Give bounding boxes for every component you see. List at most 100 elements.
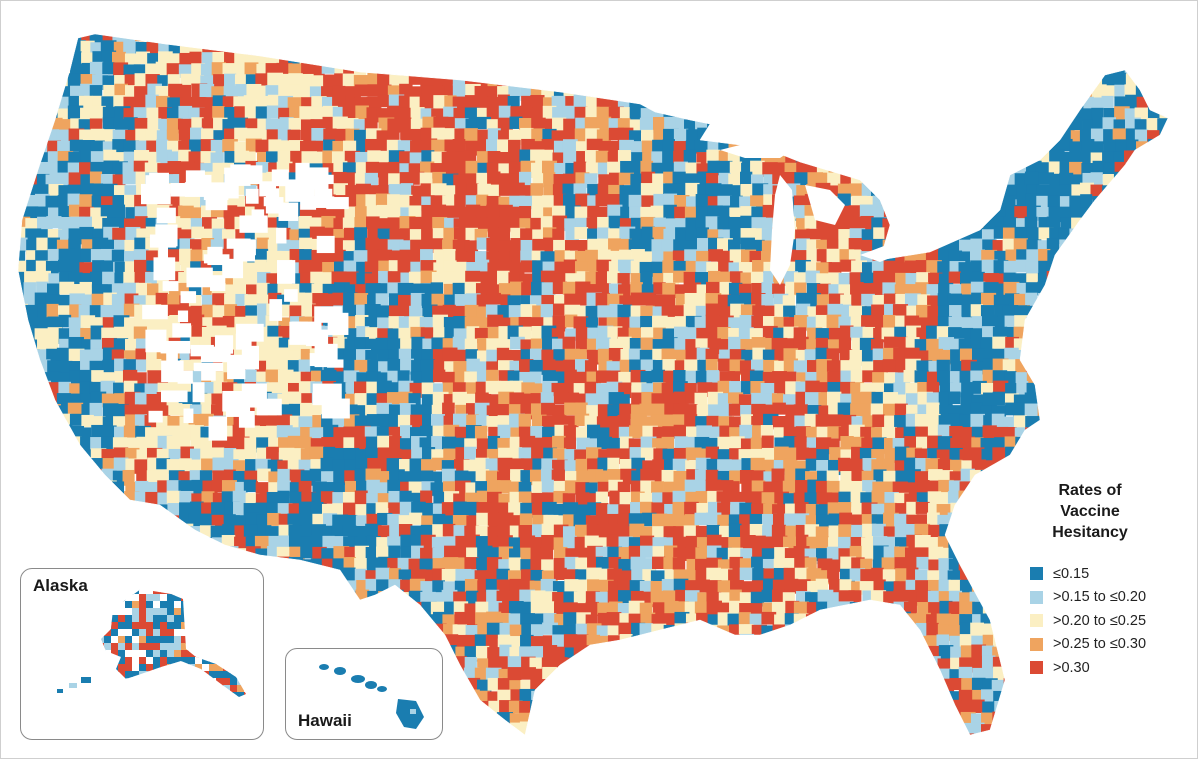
- map-region-cell: [331, 42, 345, 57]
- map-region-cell: [48, 536, 62, 553]
- map-region-cell: [1059, 41, 1074, 57]
- map-region-cell: [112, 51, 126, 66]
- map-region-cell: [783, 458, 796, 472]
- map-region-cell: [190, 534, 206, 550]
- map-region-cell: [45, 195, 62, 211]
- map-region-cell: [23, 425, 40, 440]
- map-region-cell: [641, 34, 654, 44]
- map-region-cell: [224, 73, 237, 90]
- map-region-cell: [993, 40, 1008, 54]
- map-region-cell: [1167, 338, 1168, 354]
- map-region-cell: [1124, 293, 1138, 306]
- map-region-cell: [102, 524, 116, 537]
- map-region-cell: [1090, 205, 1105, 221]
- map-region-cell: [959, 128, 973, 143]
- map-region-cell: [90, 512, 104, 526]
- map-region-cell: [805, 51, 822, 67]
- map-region-cell: [1147, 271, 1161, 287]
- map-region-cell: [245, 305, 260, 318]
- map-region-cell: [123, 512, 138, 528]
- map-region-cell: [408, 271, 424, 287]
- map-region-cell: [706, 74, 720, 90]
- map-region-cell: [716, 160, 733, 176]
- map-region-cell: [354, 206, 369, 220]
- map-region-cell: [56, 129, 70, 143]
- map-region-cell: [1004, 96, 1019, 111]
- map-region-cell: [387, 53, 401, 67]
- map-region-cell: [1157, 260, 1168, 273]
- map-region-cell: [476, 151, 490, 164]
- map-region-cell: [1124, 51, 1139, 66]
- map-region-cell: [926, 402, 940, 415]
- map-region-cell: [695, 194, 709, 208]
- map-region-cell: [1079, 435, 1092, 450]
- map-region-cell: [1113, 404, 1126, 420]
- map-region-cell: [1093, 369, 1107, 384]
- map-region-cell: [883, 34, 900, 43]
- map-region-cell: [1104, 327, 1118, 342]
- map-region-cell: [1057, 284, 1074, 297]
- map-region-cell: [661, 436, 675, 450]
- map-region-cell: [914, 118, 929, 133]
- map-region-cell: [487, 128, 501, 142]
- map-region-cell: [752, 260, 766, 273]
- map-region-cell: [1025, 292, 1038, 306]
- map-region-cell: [782, 34, 798, 45]
- map-region-cell: [354, 238, 368, 253]
- map-region-cell: [1047, 185, 1064, 198]
- map-region-cell: [135, 359, 148, 372]
- map-region-cell: [301, 73, 314, 87]
- map-region-cell: [1137, 459, 1153, 474]
- map-region-cell: [1037, 369, 1054, 386]
- map-region-cell: [80, 315, 96, 329]
- map-region-cell: [673, 270, 687, 283]
- map-region-cell: [552, 117, 567, 132]
- map-region-cell: [46, 62, 61, 78]
- map-region-cell: [518, 413, 531, 429]
- map-region-cell: [981, 184, 996, 197]
- map-region-cell: [872, 172, 885, 186]
- map-region-cell: [893, 106, 908, 122]
- map-region-cell: [1047, 435, 1063, 449]
- map-region-cell: [1016, 536, 1030, 551]
- map-region-cell: [69, 51, 82, 65]
- map-region-cell: [729, 161, 743, 176]
- map-region-cell: [938, 305, 953, 318]
- map-region-cell: [442, 34, 456, 45]
- map-region-cell: [981, 249, 998, 263]
- map-region-cell: [606, 271, 620, 284]
- map-region-cell: [575, 326, 589, 340]
- map-region-cell: [1125, 383, 1141, 398]
- map-region-cell: [18, 151, 29, 167]
- map-region-cell: [18, 106, 26, 123]
- map-region-cell: [619, 295, 634, 308]
- map-region-cell: [25, 438, 40, 452]
- map-region-cell: [673, 239, 688, 252]
- map-region-cell: [1093, 249, 1108, 264]
- map-region-cell: [56, 504, 70, 521]
- map-region-cell: [146, 547, 162, 561]
- map-region-cell: [486, 292, 501, 307]
- map-region-cell: [961, 524, 978, 539]
- map-region-cell: [958, 490, 974, 505]
- map-region-cell: [1037, 438, 1051, 453]
- map-region-cell: [827, 172, 841, 188]
- map-region-cell: [1124, 304, 1141, 320]
- map-region-cell: [673, 41, 688, 57]
- map-region-cell: [243, 34, 256, 46]
- map-region-cell: [708, 84, 724, 97]
- map-region-cell: [453, 34, 468, 44]
- map-region-cell: [311, 75, 324, 88]
- map-region-cell: [508, 73, 522, 86]
- map-region-cell: [1134, 359, 1148, 375]
- map-region-cell: [79, 129, 93, 142]
- map-region-cell: [1060, 437, 1076, 451]
- map-region-cell: [750, 160, 765, 176]
- map-region-cell: [321, 40, 336, 55]
- map-region-cell: [354, 34, 370, 42]
- map-region-cell: [1060, 249, 1073, 264]
- map-region-cell: [309, 446, 324, 460]
- map-region-cell: [147, 504, 162, 520]
- map-region-cell: [992, 470, 1009, 487]
- map-region-cell: [1002, 460, 1018, 473]
